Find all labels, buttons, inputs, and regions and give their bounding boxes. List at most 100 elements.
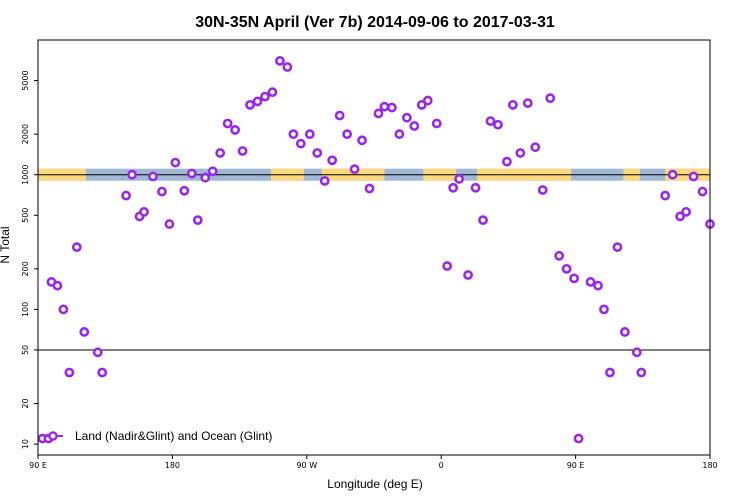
y-axis: 10 20 50 100 200 500 1000 2000 5000 — [21, 70, 38, 449]
plot-frame — [37, 39, 711, 456]
legend-marker — [48, 431, 58, 441]
data-point — [79, 327, 90, 337]
data-point — [97, 367, 108, 378]
data-point — [573, 433, 584, 444]
data-point — [222, 118, 233, 129]
data-point — [288, 129, 299, 140]
data-point — [612, 242, 623, 253]
data-point — [64, 367, 75, 378]
x-tick-label: 180 — [165, 461, 180, 470]
legend-label: Land (Nadir&Glint) and Ocean (Glint) — [75, 429, 272, 443]
x-tick-label: 180 — [702, 461, 717, 470]
y-axis-label: N Total — [0, 226, 12, 263]
data-point — [312, 148, 323, 158]
data-point — [401, 112, 412, 123]
data-point — [237, 146, 248, 156]
data-point — [192, 215, 203, 226]
data-point — [554, 250, 565, 261]
data-point — [319, 175, 330, 186]
data-point — [422, 95, 433, 106]
data-point — [502, 156, 512, 167]
data-point — [349, 164, 360, 175]
y-tick-label: 20 — [21, 398, 30, 408]
x-axis-label: Longitude (deg E) — [327, 477, 422, 491]
data-point — [127, 169, 137, 180]
data-point — [537, 185, 548, 195]
data-point — [373, 108, 384, 119]
data-point — [275, 55, 285, 66]
data-point — [207, 166, 218, 177]
data-point — [448, 182, 459, 193]
y-tick-label: 200 — [21, 261, 30, 276]
data-point — [394, 129, 405, 140]
data-point — [157, 186, 167, 197]
data-point — [186, 168, 197, 179]
data-point — [364, 183, 375, 194]
data-point — [470, 182, 481, 193]
y-tick-label: 1000 — [21, 165, 30, 185]
data-point — [179, 185, 190, 196]
data-point — [660, 190, 671, 201]
data-point — [442, 261, 453, 271]
data-point — [605, 367, 615, 378]
data-point — [230, 125, 241, 135]
data-point — [631, 347, 642, 358]
x-tick-label: 90 W — [296, 461, 317, 470]
data-point — [170, 157, 181, 168]
y-tick-label: 5000 — [21, 70, 30, 90]
x-tick-label: 90 E — [567, 461, 585, 470]
data-point — [454, 174, 465, 184]
data-point — [545, 93, 556, 104]
data-point — [71, 242, 82, 253]
chart-title: 30N-35N April (Ver 7b) 2014-09-06 to 201… — [195, 14, 555, 31]
x-tick-label: 0 — [439, 461, 444, 470]
data-point — [215, 148, 226, 158]
data-point — [200, 172, 211, 183]
data-point — [409, 121, 420, 131]
data-point — [585, 277, 596, 287]
data-point — [569, 273, 580, 284]
data-point — [357, 135, 367, 146]
data-point — [245, 99, 255, 110]
data-point — [667, 169, 678, 180]
legend: Land (Nadir&Glint) and Ocean (Glint) — [43, 429, 272, 443]
data-point — [139, 206, 149, 217]
data-point — [334, 110, 345, 121]
y-tick-label: 500 — [21, 208, 30, 223]
data-point — [675, 211, 686, 222]
data-point — [327, 155, 338, 166]
data-point — [619, 327, 630, 337]
y-tick-label: 10 — [21, 439, 30, 449]
data-point — [493, 119, 503, 130]
data-point — [92, 347, 103, 358]
data-point — [379, 101, 390, 112]
data-point — [304, 129, 315, 140]
data-point — [52, 280, 63, 291]
data-point — [148, 171, 158, 182]
data-point — [342, 129, 353, 140]
data-point — [164, 219, 175, 229]
data-point — [522, 98, 533, 109]
data-point — [515, 148, 526, 158]
data-points — [37, 55, 715, 444]
data-point — [463, 270, 473, 280]
y-tick-label: 2000 — [21, 124, 30, 144]
data-point — [561, 263, 572, 274]
y-tick-label: 100 — [21, 302, 30, 317]
data-point — [681, 206, 692, 217]
data-point — [282, 62, 293, 72]
data-point — [58, 304, 69, 315]
reference-lines — [38, 174, 710, 351]
data-point — [688, 171, 699, 182]
data-point — [593, 280, 603, 291]
data-point — [121, 190, 132, 201]
x-axis: 90 E 180 90 W 0 90 E 180 — [29, 455, 718, 470]
data-point — [636, 367, 647, 378]
data-point — [267, 87, 278, 98]
data-point — [295, 138, 306, 149]
y-tick-label: 50 — [21, 345, 30, 355]
data-point — [530, 142, 541, 153]
data-point — [478, 215, 488, 226]
data-point — [507, 99, 518, 110]
